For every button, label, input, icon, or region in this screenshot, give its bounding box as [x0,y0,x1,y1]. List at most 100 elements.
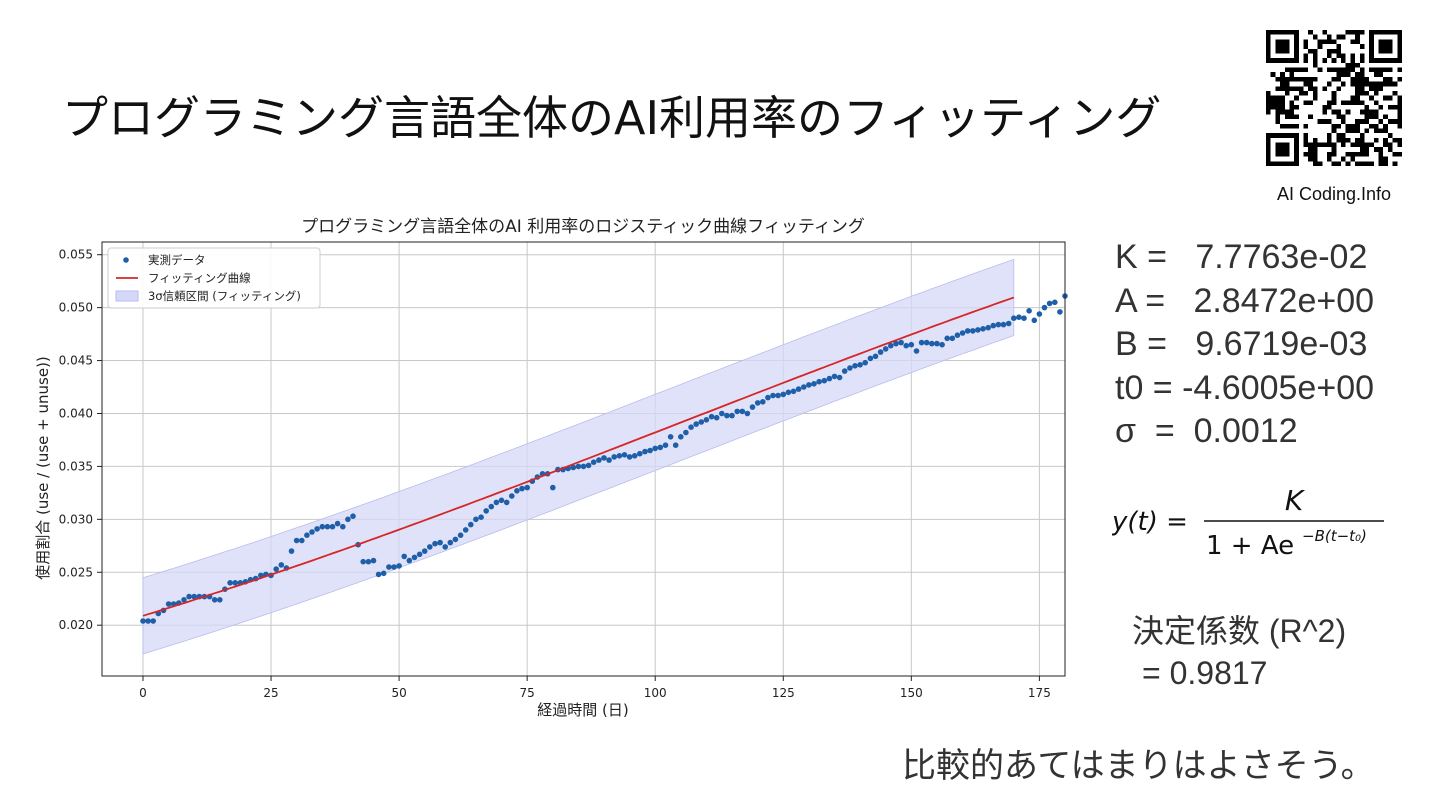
data-point [954,332,961,338]
data-point [514,488,520,494]
data-point [980,326,986,332]
data-point [493,499,500,506]
data-point [841,368,848,374]
data-point [380,570,387,577]
data-point [304,532,310,538]
data-point [580,463,587,470]
data-point [918,339,925,346]
data-point [350,513,356,519]
data-point [232,580,238,586]
data-point [601,455,607,461]
y-tick-label: 0.045 [59,354,93,368]
data-point [831,373,838,380]
data-point [795,386,802,392]
data-point [452,536,459,543]
data-point [877,349,884,355]
y-axis-label: 使用割合 (use / (use + unuse)) [34,356,52,580]
data-point [314,526,320,532]
data-point [1036,311,1043,317]
data-point [724,412,730,419]
data-point [340,523,346,530]
data-point [391,564,397,570]
data-point [862,359,868,366]
page-title: プログラミング言語全体のAI利用率のフィッティング [62,91,1162,145]
data-point [1011,315,1017,321]
y-tick-label: 0.020 [59,618,93,632]
data-point [396,563,402,569]
data-point [816,378,822,385]
data-point [1041,304,1048,311]
data-point [421,548,428,554]
data-point [857,362,863,368]
data-point [770,392,776,399]
param-a: A = 2.8472e+00 [1115,281,1375,320]
data-point [642,448,648,455]
data-point [934,340,940,347]
y-tick-label: 0.030 [59,512,93,526]
formula-lhs: y(t) = [1112,507,1188,537]
data-point [637,450,643,457]
data-point [150,618,156,624]
data-point [888,342,894,349]
data-point [734,408,740,415]
data-point [719,410,725,417]
confidence-band [142,258,1015,655]
data-point [785,389,792,396]
data-point [478,514,484,520]
data-point [867,355,874,362]
legend-label: 実測データ [148,253,206,267]
data-point [765,394,771,401]
plot-frame [101,241,1066,677]
data-point [447,539,454,546]
formula-numerator: K [1285,484,1306,517]
data-point [1005,320,1012,327]
data-point [411,554,418,561]
data-point [806,382,812,388]
fit-line [142,296,1015,617]
data-point [780,391,787,398]
x-tick-label: 25 [263,686,278,700]
data-point [401,553,408,560]
data-point [437,539,443,546]
data-point [990,322,997,329]
data-point [575,463,582,470]
data-point [329,523,336,530]
data-point [693,421,699,427]
data-point [713,414,720,421]
y-tick-label: 0.055 [59,248,93,262]
data-point [703,417,710,423]
data-point [631,453,638,459]
data-point [683,429,689,436]
data-point [708,413,715,420]
formula-denominator: 1 + Ae [1206,531,1294,561]
data-point [964,328,971,334]
data-point [550,484,556,491]
data-point [427,544,433,550]
data-point [498,497,505,504]
data-point [278,562,285,568]
param-b: B = 9.6719e-03 [1115,325,1368,363]
data-point [145,618,151,624]
legend-label: 3σ信頼区間 (フィッティング) [148,289,301,303]
data-point [667,434,674,440]
data-point [1057,309,1063,315]
data-point [191,593,197,600]
data-point [657,444,664,451]
data-point [898,339,904,346]
data-point [811,381,817,387]
qr-label: AI Coding.Info [1276,184,1392,204]
qr-code-icon[interactable] [1266,30,1402,166]
data-point [621,452,628,458]
param-t0: t0 = -4.6005e+00 [1115,368,1375,407]
data-point [821,377,828,384]
data-point [462,527,469,533]
data-point [939,341,945,348]
data-point [959,330,966,336]
y-tick-label: 0.050 [59,301,93,315]
data-point [626,454,633,460]
data-point [309,529,315,535]
data-point [929,340,935,347]
data-point [488,503,495,510]
data-point [217,597,223,603]
formula-exponent: −B(t−t₀) [1302,527,1367,545]
